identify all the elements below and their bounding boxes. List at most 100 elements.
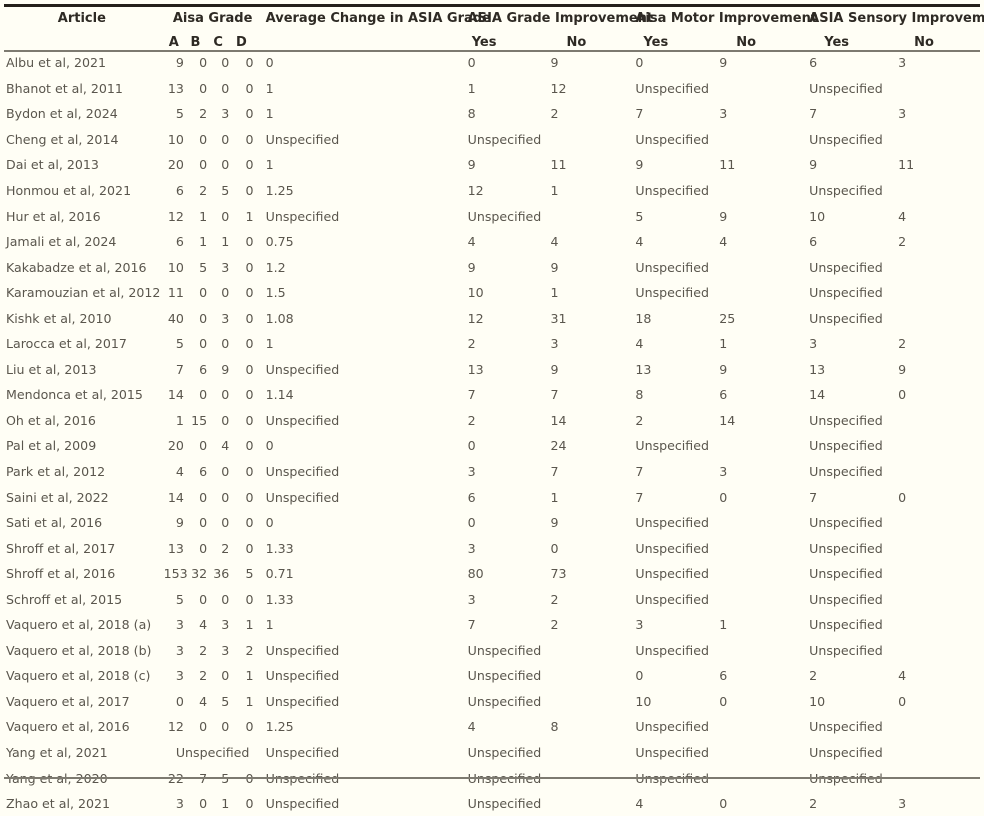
table-row: Vaquero et al, 2018 (a) 3 4 3 1 1 7 2 3 1 Unspecif… bbox=[0, 612, 984, 638]
cell-grade-improvement-no: 11 bbox=[550, 157, 567, 173]
cell-article: Kishk et al, 2010 bbox=[6, 310, 112, 326]
cell-motor-improvement-no: 1 bbox=[719, 617, 728, 633]
cell-sensory-improvement-no: 3 bbox=[898, 796, 907, 812]
cell-grade-a: 5 bbox=[175, 106, 184, 122]
cell-grade-d: 0 bbox=[245, 515, 254, 531]
cell-grade-improvement-yes: 2 bbox=[467, 412, 476, 428]
cell-grade-spacer bbox=[254, 663, 262, 689]
cell-motor-improvement-unspecified: Unspecified bbox=[635, 80, 709, 96]
table-row: Mendonca et al, 2015 14 0 0 0 1.14 7 7 8 6 14 0 bbox=[0, 382, 984, 408]
cell-motor-improvement-yes: 7 bbox=[635, 489, 644, 505]
cell-grade-spacer bbox=[254, 305, 262, 331]
cell-grade-spacer bbox=[254, 101, 262, 127]
cell-motor-improvement-no: 9 bbox=[719, 55, 728, 71]
cell-grade-improvement-no: 2 bbox=[550, 591, 559, 607]
cell-sensory-improvement-yes: 9 bbox=[809, 157, 818, 173]
cell-grade-d: 0 bbox=[245, 234, 254, 250]
cell-grade-spacer bbox=[254, 433, 262, 459]
cell-sensory-improvement-unspecified: Unspecified bbox=[809, 183, 883, 198]
cell-grade-d: 0 bbox=[245, 106, 254, 122]
cell-grade-improvement-yes: 4 bbox=[467, 719, 476, 735]
cell-sensory-improvement-yes: 6 bbox=[809, 55, 818, 71]
subheader-motor-improvement-no: No bbox=[736, 35, 757, 50]
cell-grade-spacer bbox=[254, 791, 262, 816]
cell-motor-improvement-no: 11 bbox=[719, 157, 736, 173]
table-row: Schroff et al, 2015 5 0 0 0 1.33 3 2 Unspecified… bbox=[0, 586, 984, 612]
cell-grade-a: 7 bbox=[175, 361, 184, 377]
cell-grade-c: 0 bbox=[221, 80, 230, 96]
cell-article: Vaquero et al, 2018 (b) bbox=[6, 642, 152, 658]
subheader-grade-a: A bbox=[168, 35, 179, 50]
cell-grade-b: 2 bbox=[199, 668, 208, 684]
cell-grade-improvement-yes: 4 bbox=[467, 234, 476, 250]
cell-grade-b: 4 bbox=[199, 617, 208, 633]
cell-grade-b: 0 bbox=[199, 515, 208, 531]
cell-sensory-improvement-no: 0 bbox=[898, 387, 907, 403]
cell-sensory-improvement-no: 3 bbox=[898, 55, 907, 71]
cell-motor-improvement-yes: 7 bbox=[635, 106, 644, 122]
table-row: Zhao et al, 2021 3 0 1 0 Unspecified Unspecifi… bbox=[0, 791, 984, 816]
cell-sensory-improvement-yes: 10 bbox=[809, 208, 826, 224]
cell-grade-improvement-yes: 9 bbox=[467, 259, 476, 275]
cell-average-change: Unspecified bbox=[265, 693, 340, 709]
table-row: Kishk et al, 2010 40 0 3 0 1.08 12 31 18 25 Unspec… bbox=[0, 305, 984, 331]
cell-grade-b: 0 bbox=[199, 285, 208, 301]
cell-sensory-improvement-unspecified: Unspecified bbox=[809, 259, 883, 275]
cell-motor-improvement-no: 3 bbox=[719, 106, 728, 122]
table-row: Vaquero et al, 2016 12 0 0 0 1.25 4 8 Unspecifie… bbox=[0, 714, 984, 740]
cell-motor-improvement-yes: 4 bbox=[635, 796, 644, 812]
cell-grade-improvement-yes: 3 bbox=[467, 591, 476, 607]
cell-grade-d: 0 bbox=[245, 489, 254, 505]
cell-article: Albu et al, 2021 bbox=[6, 55, 107, 71]
subheader-grade-c: C bbox=[213, 35, 223, 50]
cell-grade-spacer bbox=[254, 612, 262, 638]
subheader-grade-d: D bbox=[236, 35, 247, 50]
cell-article: Saini et al, 2022 bbox=[6, 489, 109, 505]
cell-grade-a: 3 bbox=[175, 617, 184, 633]
cell-sensory-improvement-no: 3 bbox=[898, 106, 907, 122]
table-row: Vaquero et al, 2018 (b) 3 2 3 2 Unspecified Un… bbox=[0, 638, 984, 664]
cell-grade-spacer bbox=[254, 510, 262, 536]
header-aisa-motor-improvement: Aisa Motor Improvement bbox=[635, 11, 818, 26]
table-row: Park et al, 2012 4 6 0 0 Unspecified 3 7 7 3 Unspe… bbox=[0, 459, 984, 485]
cell-grade-b: 0 bbox=[199, 591, 208, 607]
cell-grade-improvement-yes: 12 bbox=[467, 310, 484, 326]
cell-article: Shroff et al, 2016 bbox=[6, 566, 116, 582]
cell-grade-b: 15 bbox=[191, 412, 208, 428]
cell-grade-c: 4 bbox=[221, 438, 230, 454]
table-row: Hur et al, 2016 12 1 0 1 Unspecified Unspecifi… bbox=[0, 203, 984, 229]
cell-article: Bydon et al, 2024 bbox=[6, 106, 118, 122]
cell-sensory-improvement-unspecified: Unspecified bbox=[809, 642, 883, 658]
cell-sensory-improvement-no: 4 bbox=[898, 668, 907, 684]
cell-average-change: Unspecified bbox=[265, 796, 340, 812]
cell-article: Pal et al, 2009 bbox=[6, 438, 97, 454]
cell-grade-spacer bbox=[254, 331, 262, 357]
cell-grade-spacer bbox=[254, 689, 262, 715]
cell-grade-improvement-yes: 3 bbox=[467, 464, 476, 480]
cell-grade-a: 9 bbox=[175, 515, 184, 531]
cell-grade-b: 0 bbox=[199, 336, 208, 352]
header-asia-grade-improvement: ASIA Grade Improvement bbox=[467, 11, 654, 26]
cell-motor-improvement-unspecified: Unspecified bbox=[635, 259, 709, 275]
cell-grade-b: 0 bbox=[199, 540, 208, 556]
cell-article: Hur et al, 2016 bbox=[6, 208, 101, 224]
cell-sensory-improvement-unspecified: Unspecified bbox=[809, 591, 883, 607]
table-row: Vaquero et al, 2017 0 4 5 1 Unspecified Unspec… bbox=[0, 689, 984, 715]
cell-grade-b: 2 bbox=[199, 183, 208, 198]
cell-motor-improvement-yes: 2 bbox=[635, 412, 644, 428]
cell-motor-improvement-no: 6 bbox=[719, 668, 728, 684]
cell-motor-improvement-yes: 18 bbox=[635, 310, 652, 326]
cell-average-change: 1.5 bbox=[265, 285, 286, 301]
table-row: Oh et al, 2016 1 15 0 0 Unspecified 2 14 2 14 Unsp… bbox=[0, 408, 984, 434]
cell-motor-improvement-unspecified: Unspecified bbox=[635, 438, 709, 454]
cell-grade-c: 5 bbox=[221, 693, 230, 709]
cell-motor-improvement-no: 0 bbox=[719, 693, 728, 709]
cell-sensory-improvement-yes: 2 bbox=[809, 668, 818, 684]
cell-article: Oh et al, 2016 bbox=[6, 412, 96, 428]
table-row: Sati et al, 2016 9 0 0 0 0 0 9 Unspecified Unspec… bbox=[0, 510, 984, 536]
cell-motor-improvement-unspecified: Unspecified bbox=[635, 183, 709, 198]
cell-motor-improvement-yes: 3 bbox=[635, 617, 644, 633]
cell-sensory-improvement-unspecified: Unspecified bbox=[809, 566, 883, 582]
cell-motor-improvement-no: 9 bbox=[719, 361, 728, 377]
cell-grade-a: 13 bbox=[167, 540, 184, 556]
